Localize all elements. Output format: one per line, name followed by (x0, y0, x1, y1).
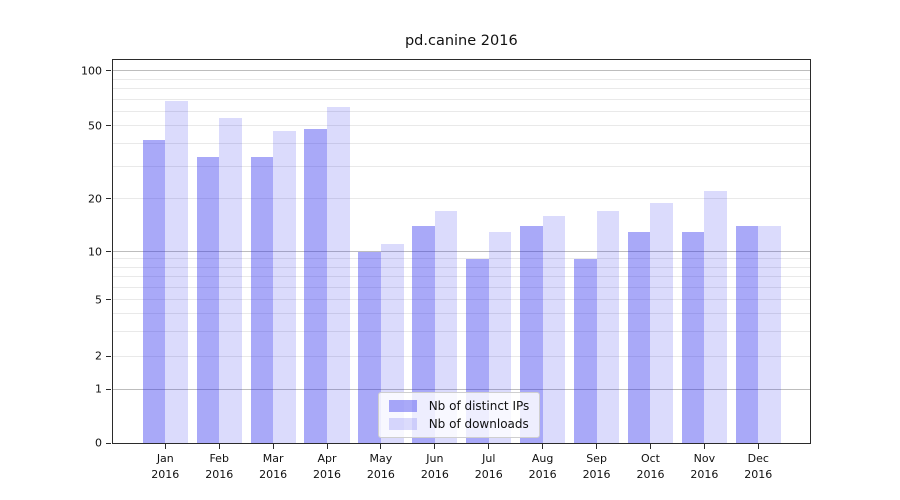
y-tick (106, 388, 111, 390)
gridline-minor (112, 110, 810, 112)
y-tick (106, 251, 111, 253)
x-tick-label: Jun 2016 (420, 452, 449, 481)
gridline-minor (112, 355, 810, 357)
bar-distinct-ips (142, 139, 166, 444)
x-tick (164, 444, 166, 450)
bar-distinct-ips (250, 156, 274, 444)
plot-area: Nb of distinct IPs Nb of downloads (111, 59, 811, 445)
bar-downloads (542, 215, 566, 444)
bar-downloads (650, 202, 674, 444)
y-tick-label: 20 (88, 192, 102, 206)
x-tick (380, 444, 382, 450)
bar-distinct-ips (681, 231, 705, 444)
gridline-minor (112, 125, 810, 127)
bar-downloads (758, 226, 781, 444)
bar-downloads (596, 211, 620, 444)
x-tick-label: May 2016 (366, 452, 395, 481)
gridline-minor (112, 313, 810, 315)
bar-downloads (273, 130, 296, 444)
gridline-minor (112, 258, 810, 260)
x-tick-label: Dec 2016 (744, 452, 773, 481)
x-tick (434, 444, 436, 450)
bar-distinct-ips (520, 226, 543, 444)
x-tick (649, 444, 651, 450)
gridline-minor (112, 286, 810, 288)
chart-title: pd.canine 2016 (404, 33, 518, 49)
x-tick (488, 444, 490, 450)
bar-downloads (704, 191, 727, 444)
y-tick (106, 355, 111, 357)
y-tick-label: 50 (88, 119, 102, 133)
y-tick (106, 442, 111, 444)
legend-label-distinct-ips: Nb of distinct IPs (428, 399, 530, 413)
bar-distinct-ips (573, 259, 597, 444)
x-tick-label: Mar 2016 (259, 452, 288, 481)
bar-distinct-ips (196, 156, 220, 444)
bar-distinct-ips (412, 226, 435, 444)
y-tick (106, 198, 111, 200)
gridline-minor (112, 198, 810, 200)
gridline-minor (112, 98, 810, 100)
x-tick-label: Aug 2016 (528, 452, 557, 481)
x-tick (542, 444, 544, 450)
gridline-minor (112, 166, 810, 168)
legend-swatch-distinct-ips-icon (388, 400, 417, 412)
gridline-minor (112, 266, 810, 268)
x-tick (272, 444, 274, 450)
x-tick (703, 444, 705, 450)
y-tick-label: 0 (95, 436, 102, 450)
x-tick (326, 444, 328, 450)
bar-distinct-ips (627, 231, 651, 444)
gridline-minor (112, 330, 810, 332)
gridline-major (112, 388, 810, 390)
legend-label-downloads: Nb of downloads (428, 417, 529, 431)
y-tick-label: 5 (95, 293, 102, 307)
y-tick-label: 1 (95, 382, 102, 396)
bar-distinct-ips (304, 129, 327, 444)
x-tick-label: Jan 2016 (151, 452, 180, 481)
bar-downloads (488, 231, 512, 444)
gridline-minor (112, 276, 810, 277)
gridline-minor (112, 78, 810, 80)
gridline-minor (112, 299, 810, 301)
gridline-major (112, 70, 810, 72)
gridline-minor (112, 87, 810, 89)
x-tick (757, 444, 759, 450)
x-tick-label: Nov 2016 (690, 452, 719, 481)
x-tick-label: Apr 2016 (313, 452, 342, 481)
bar-distinct-ips (358, 251, 381, 444)
x-tick (596, 444, 598, 450)
y-tick-label: 2 (95, 349, 102, 363)
x-tick-label: Sep 2016 (582, 452, 611, 481)
bar-downloads (434, 211, 458, 444)
gridline-minor (112, 143, 810, 145)
legend-swatch-downloads-icon (388, 418, 417, 430)
y-tick-label: 100 (81, 64, 102, 78)
bar-downloads (165, 101, 188, 444)
x-tick-label: Jul 2016 (474, 452, 503, 481)
bar-downloads (327, 107, 350, 444)
bar-downloads (219, 118, 242, 444)
legend-row-downloads: Nb of downloads (388, 417, 530, 431)
legend: Nb of distinct IPs Nb of downloads (377, 392, 541, 438)
x-tick (218, 444, 220, 450)
bar-distinct-ips (735, 226, 759, 444)
y-tick (106, 70, 111, 72)
y-tick (106, 125, 111, 127)
legend-row-distinct-ips: Nb of distinct IPs (388, 399, 530, 413)
y-tick-label: 10 (88, 245, 102, 259)
y-tick (106, 299, 111, 301)
x-tick-label: Oct 2016 (636, 452, 665, 481)
gridline-major (112, 251, 810, 253)
x-tick-label: Feb 2016 (205, 452, 234, 481)
